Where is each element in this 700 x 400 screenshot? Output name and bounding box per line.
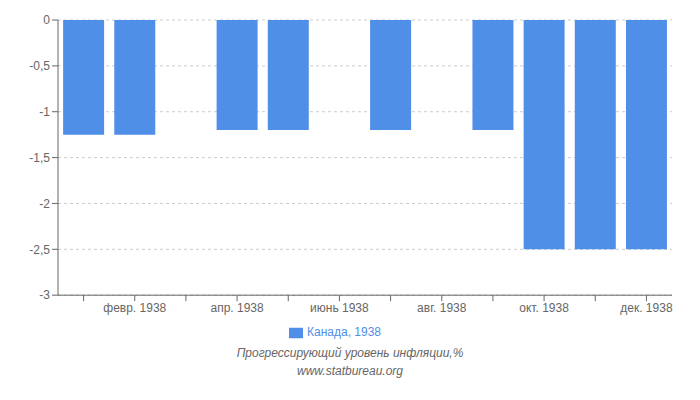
svg-text:февр. 1938: февр. 1938 xyxy=(103,301,166,315)
svg-text:-3: -3 xyxy=(39,288,50,302)
html-text:www.statbureau.org: www.statbureau.org xyxy=(297,364,403,378)
svg-text:апр. 1938: апр. 1938 xyxy=(210,301,264,315)
html-text:Прогрессирующий уровень инфляц: Прогрессирующий уровень инфляции,% xyxy=(236,346,464,360)
svg-text:окт. 1938: окт. 1938 xyxy=(519,301,569,315)
svg-text:июнь 1938: июнь 1938 xyxy=(310,301,369,315)
svg-text:дек. 1938: дек. 1938 xyxy=(620,301,673,315)
svg-text:-1,5: -1,5 xyxy=(29,151,50,165)
svg-text:0: 0 xyxy=(43,13,50,27)
svg-text:-0,5: -0,5 xyxy=(29,59,50,73)
svg-text:-2: -2 xyxy=(39,197,50,211)
html-text:Канада, 1938: Канада, 1938 xyxy=(307,325,381,340)
svg-text:-1: -1 xyxy=(39,105,50,119)
svg-text:-2,5: -2,5 xyxy=(29,243,50,257)
svg-text:авг. 1938: авг. 1938 xyxy=(417,301,467,315)
